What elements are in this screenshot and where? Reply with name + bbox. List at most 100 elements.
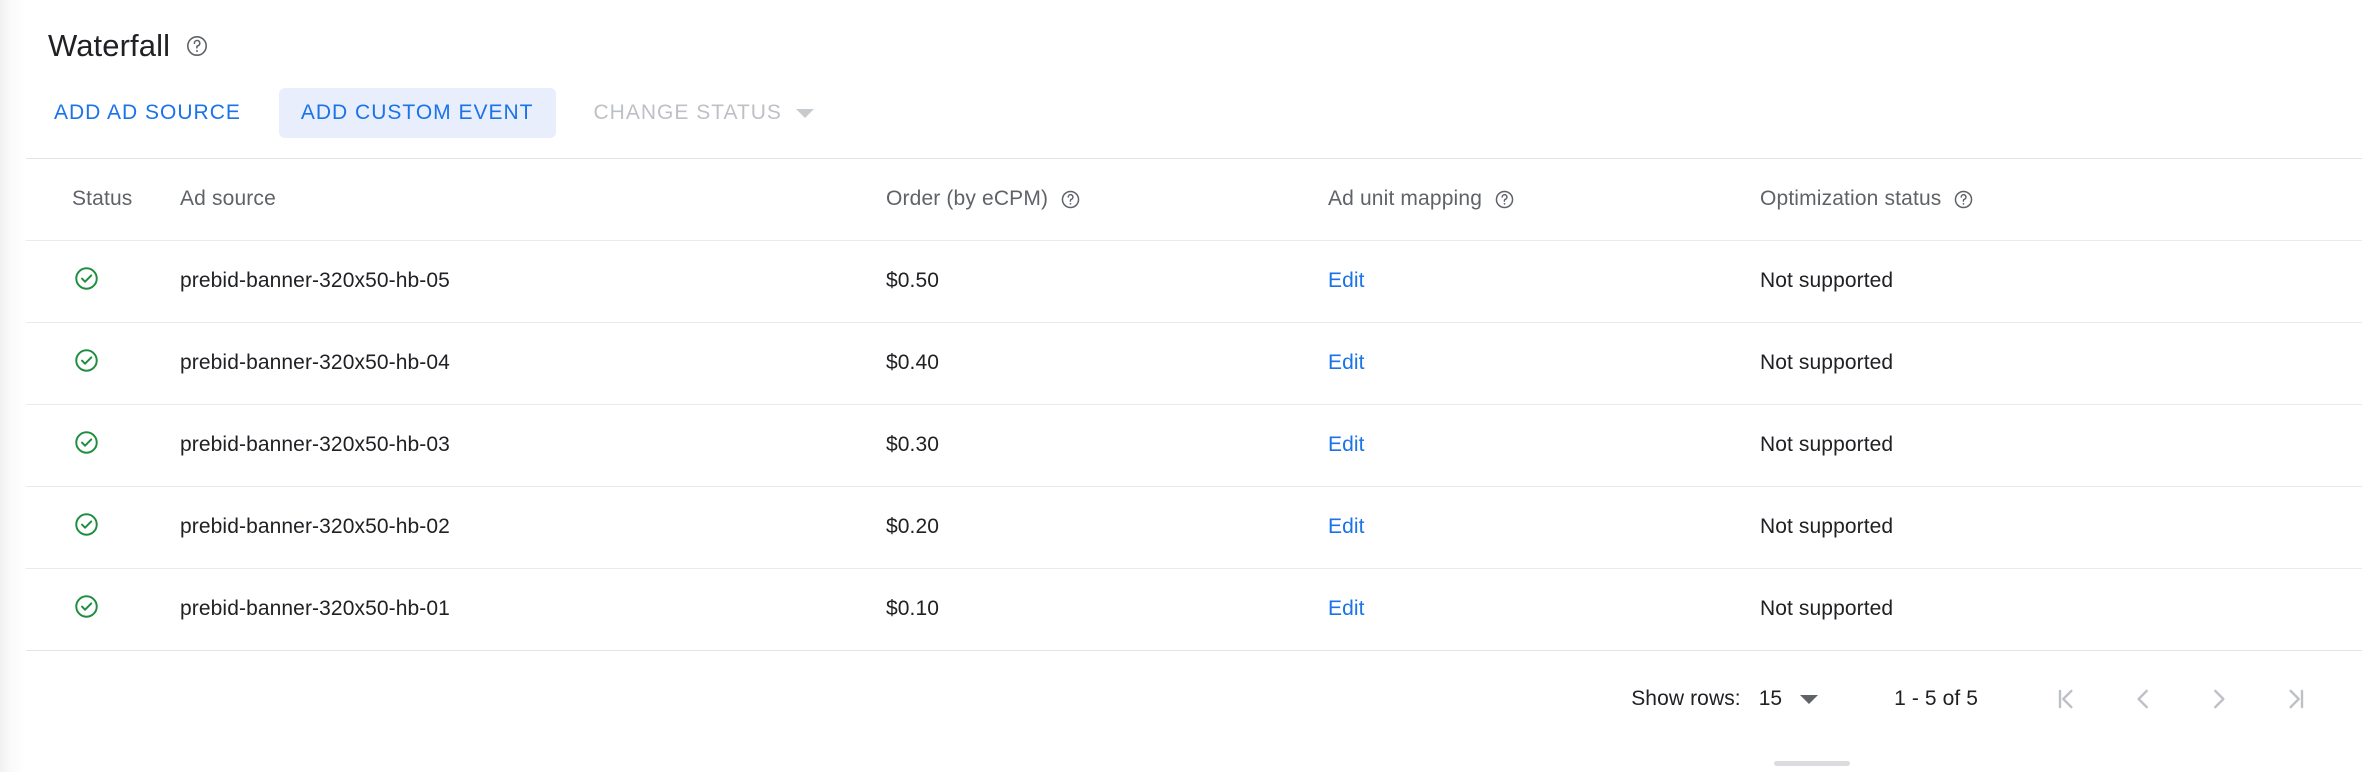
ad-source-name: prebid-banner-320x50-hb-04 [180,351,450,374]
table-row[interactable]: prebid-banner-320x50-hb-02 $0.20 Edit Not s… [0,486,2362,568]
chevron-down-icon [795,108,814,118]
table-header-row: Status Ad source Order (by eCPM) [0,159,2362,240]
column-header-ad-source-label: Ad source [180,187,276,211]
edit-mapping-link[interactable]: Edit [1328,269,1365,292]
column-header-optimization-status-label: Optimization status [1760,187,1942,211]
row-checkbox[interactable] [0,429,26,455]
row-ad-unit-mapping-cell: Edit [1328,322,1760,404]
table-row[interactable]: prebid-banner-320x50-hb-04 $0.40 Edit Not s… [0,322,2362,404]
change-status-label: CHANGE STATUS [593,101,782,124]
row-ad-unit-mapping-cell: Edit [1328,568,1760,650]
row-checkbox[interactable] [0,593,26,620]
first-page-icon[interactable] [2040,672,2094,726]
row-ad-source-cell: prebid-banner-320x50-hb-03 [180,404,886,486]
row-status-cell [72,240,180,322]
row-status-cell [72,322,180,404]
row-status-cell [72,486,180,568]
order-help-icon[interactable] [1059,188,1081,210]
row-optimization-status-cell: Not supported [1760,240,2362,322]
row-ad-unit-mapping-cell: Edit [1328,404,1760,486]
page-title: Waterfall [48,28,171,63]
row-select-cell [0,240,72,322]
row-optimization-status-cell: Not supported [1760,568,2362,650]
row-order-cell: $0.30 [886,404,1328,486]
row-select-cell [0,404,72,486]
change-status-button[interactable]: CHANGE STATUS [572,88,836,138]
ad-source-name: prebid-banner-320x50-hb-05 [180,269,450,292]
column-header-ad-source: Ad source [180,159,886,240]
row-select-cell [0,568,72,650]
chevron-down-icon [1800,694,1819,704]
ad-unit-mapping-help-icon[interactable] [1493,188,1515,210]
column-header-optimization-status: Optimization status [1760,159,2362,240]
table-row[interactable]: prebid-banner-320x50-hb-03 $0.30 Edit Not s… [0,404,2362,486]
waterfall-table-container: Status Ad source Order (by eCPM) [0,158,2362,650]
row-order-cell: $0.40 [886,322,1328,404]
title-row: Waterfall [48,26,2362,66]
order-ecpm-value: $0.50 [886,269,940,292]
row-checkbox[interactable] [0,265,26,291]
ad-source-name: prebid-banner-320x50-hb-01 [180,597,450,621]
row-ad-source-cell: prebid-banner-320x50-hb-04 [180,322,886,404]
row-status-cell [72,568,180,650]
check-circle-icon [72,264,100,292]
add-custom-event-button[interactable]: ADD CUSTOM EVENT [278,88,556,138]
row-optimization-status-cell: Not supported [1760,486,2362,568]
add-ad-source-button[interactable]: ADD AD SOURCE [32,88,263,138]
pagination-range-label: 1 - 5 of 5 [1894,687,1978,710]
row-optimization-status-cell: Not supported [1760,322,2362,404]
ad-source-name: prebid-banner-320x50-hb-02 [180,515,450,538]
chevron-right-icon[interactable] [2192,672,2246,726]
table-body: prebid-banner-320x50-hb-05 $0.50 Edit Not s… [0,240,2362,650]
row-ad-source-cell: prebid-banner-320x50-hb-05 [180,240,886,322]
select-all-checkbox[interactable] [0,183,26,210]
row-status-cell [72,404,180,486]
action-toolbar: ADD AD SOURCE ADD CUSTOM EVENT CHANGE ST… [48,88,2362,138]
row-select-cell [0,322,72,404]
edit-mapping-link[interactable]: Edit [1328,515,1365,538]
row-checkbox[interactable] [0,511,26,537]
rows-per-page-select[interactable]: 15 [1758,687,1819,711]
optimization-status-value: Not supported [1760,351,1894,374]
optimization-status-value: Not supported [1760,433,1894,456]
edit-mapping-link[interactable]: Edit [1328,433,1365,456]
column-header-order: Order (by eCPM) [886,159,1328,240]
row-ad-source-cell: prebid-banner-320x50-hb-01 [180,568,886,650]
select-all-header [0,159,72,240]
column-header-ad-unit-mapping: Ad unit mapping [1328,159,1760,240]
order-ecpm-value: $0.10 [886,597,940,621]
table-footer: Show rows: 15 1 - 5 of 5 [0,650,2362,747]
waterfall-table: Status Ad source Order (by eCPM) [0,159,2362,650]
row-order-cell: $0.10 [886,568,1328,650]
edit-mapping-link[interactable]: Edit [1328,597,1365,621]
rows-per-page-value: 15 [1758,687,1783,710]
page-header: Waterfall ADD AD SOURCE ADD CUSTOM EVENT… [0,0,2362,138]
table-header: Status Ad source Order (by eCPM) [0,159,2362,240]
horizontal-scrollbar-thumb[interactable] [1774,761,1850,766]
help-circle-icon[interactable] [184,33,210,59]
row-order-cell: $0.50 [886,240,1328,322]
check-circle-icon [72,510,100,538]
last-page-icon[interactable] [2268,672,2322,726]
row-checkbox[interactable] [0,347,26,373]
row-ad-source-cell: prebid-banner-320x50-hb-02 [180,486,886,568]
table-row[interactable]: prebid-banner-320x50-hb-01 $0.10 Edit Not s… [0,568,2362,650]
pagination-nav-buttons [2040,672,2322,726]
column-header-status: Status [72,159,180,240]
ad-source-name: prebid-banner-320x50-hb-03 [180,433,450,456]
show-rows-label: Show rows: [1631,687,1741,710]
optimization-status-value: Not supported [1760,269,1894,292]
optimization-status-value: Not supported [1760,597,1894,621]
column-header-order-label: Order (by eCPM) [886,187,1049,211]
check-circle-icon [72,428,100,456]
row-optimization-status-cell: Not supported [1760,404,2362,486]
order-ecpm-value: $0.20 [886,515,940,538]
chevron-left-icon[interactable] [2116,672,2170,726]
row-ad-unit-mapping-cell: Edit [1328,240,1760,322]
table-row[interactable]: prebid-banner-320x50-hb-05 $0.50 Edit Not s… [0,240,2362,322]
optimization-status-help-icon[interactable] [1952,188,1974,210]
order-ecpm-value: $0.40 [886,351,940,374]
edit-mapping-link[interactable]: Edit [1328,351,1365,374]
row-order-cell: $0.20 [886,486,1328,568]
